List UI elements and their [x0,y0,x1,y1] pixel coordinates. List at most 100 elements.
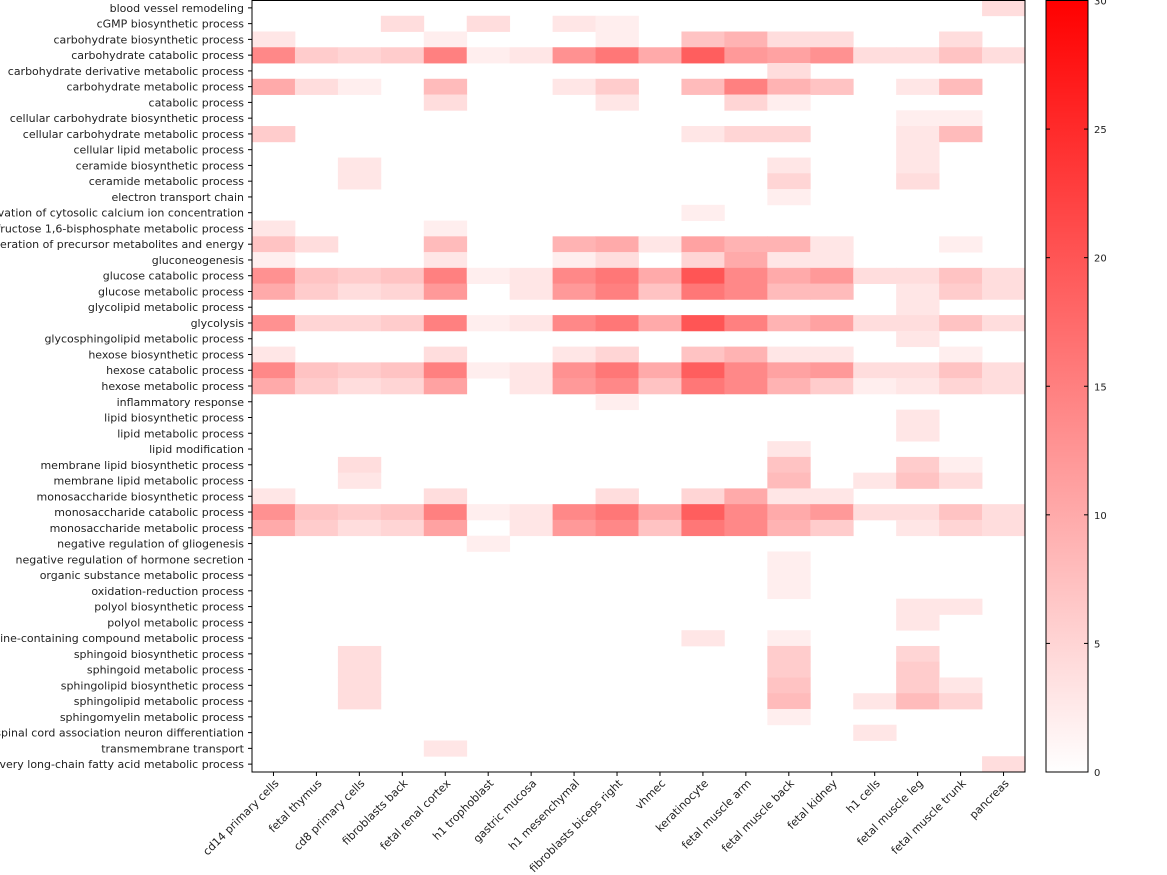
heatmap-cell [595,252,639,269]
heatmap-cell [681,346,725,363]
row-label: transmembrane transport [101,742,244,755]
heatmap-cell [767,708,811,726]
heatmap-cell [509,47,554,64]
heatmap-cell [681,47,725,64]
heatmap-cell [724,362,768,379]
heatmap-cell [423,519,468,537]
heatmap-cell [853,315,897,332]
heatmap-cell [896,614,940,631]
heatmap-cell [423,78,468,95]
heatmap-cell [681,315,725,332]
heatmap-cell [423,31,468,48]
heatmap-cell [939,456,983,474]
heatmap-cell [810,378,854,395]
heatmap-cell [294,267,339,284]
column-label: cd14 primary cells [200,777,281,858]
heatmap-cells [252,0,1026,773]
heatmap-cell [896,362,940,379]
heatmap-cell [982,362,1026,379]
heatmap-cell [552,78,596,95]
heatmap-cell [337,661,382,678]
heatmap-cell [252,488,296,505]
heatmap-cell [681,252,725,269]
row-label: membrane lipid metabolic process [54,475,245,488]
heatmap-cell [853,378,897,395]
heatmap-cell [252,519,296,537]
heatmap-cell [939,378,983,395]
heatmap-cell [552,346,596,363]
heatmap-cell [252,220,296,237]
heatmap-cell [337,157,382,174]
heatmap-cell [252,283,296,300]
heatmap-cell [380,504,425,521]
heatmap-cell [423,47,468,64]
heatmap-cell [939,126,983,143]
heatmap-cell [724,283,768,300]
heatmap-cell [724,94,768,111]
row-label: lipid modification [149,443,244,456]
heatmap-cell [380,283,425,300]
heatmap-cell [767,456,811,474]
heatmap-cell [337,173,382,190]
heatmap-cell [767,267,811,284]
row-label: sphingolipid metabolic process [74,695,245,708]
heatmap-cell [896,472,940,489]
heatmap-cell [423,488,468,505]
heatmap-cell [595,267,639,284]
heatmap-cell [724,78,768,95]
heatmap-cell [595,78,639,95]
heatmap-cell [810,47,854,64]
heatmap-cell [767,677,811,694]
heatmap-cell [810,252,854,269]
heatmap-cell [810,31,854,48]
row-label: glycolysis [191,317,245,330]
heatmap-cell [853,267,897,284]
heatmap-cell [724,315,768,332]
heatmap-cell [552,236,596,253]
heatmap-cell [552,283,596,300]
heatmap-cell [939,267,983,284]
row-label: hexose catabolic process [106,364,244,377]
heatmap-cell [681,236,725,253]
row-label: negative regulation of hormone secretion [16,553,244,566]
heatmap-cell [552,378,596,395]
heatmap-cell [896,126,940,143]
heatmap-cell [423,94,468,111]
column-label: h1 cells [844,777,883,816]
heatmap-cell [423,236,468,253]
heatmap-cell [337,677,382,694]
column-label: fetal muscle back [719,776,797,854]
heatmap-cell [853,47,897,64]
heatmap-cell [724,519,768,537]
heatmap-cell [294,315,339,332]
heatmap-cell [638,47,682,64]
heatmap-cell [337,504,382,521]
colorbar-tick-label: 10 [1094,511,1107,522]
heatmap-cell [896,693,940,710]
heatmap-cell [810,488,854,505]
row-label: fructose 1,6-bisphosphate metabolic proc… [0,222,244,235]
heatmap-cell [767,283,811,300]
heatmap-cell [423,740,468,757]
heatmap-cell [595,362,639,379]
heatmap-cell [638,283,682,300]
row-label: lipid metabolic process [117,427,244,440]
heatmap-cell [896,173,940,190]
heatmap-cell [896,425,940,442]
heatmap-cell [767,173,811,190]
heatmap-cell [681,204,725,221]
heatmap-cell [552,519,596,537]
row-label: very long-chain fatty acid metabolic pro… [0,758,244,771]
heatmap-cell [896,598,940,615]
colorbar: 0 5 10 15 20 25 30 [1045,0,1107,779]
heatmap-cell [466,267,511,284]
heatmap-cell [767,582,811,600]
heatmap-cell [252,346,296,363]
heatmap-cell [896,661,940,678]
heatmap-cell [380,15,425,32]
row-label: hexose biosynthetic process [88,348,244,361]
heatmap-cell [767,157,811,174]
heatmap-cell [595,315,639,332]
heatmap-cell [724,252,768,269]
heatmap-cell [724,126,768,143]
